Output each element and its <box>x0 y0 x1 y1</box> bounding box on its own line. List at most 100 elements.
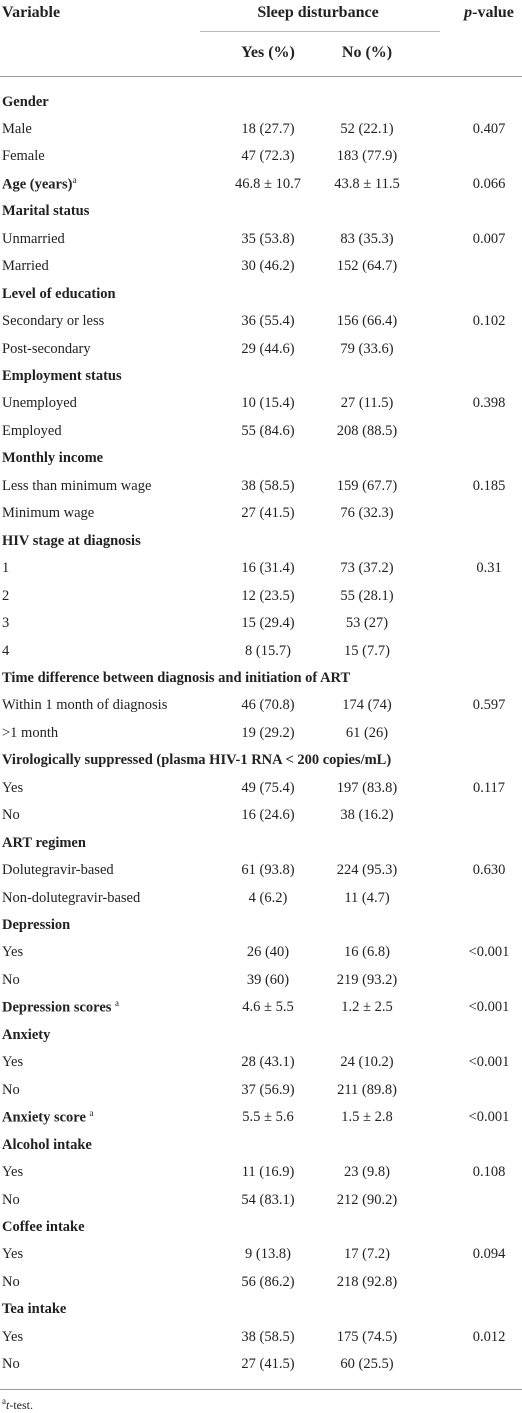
row-label-text: Depression scores <box>2 1000 116 1017</box>
row-label-text: Married <box>2 257 49 274</box>
row-label-text: Marital status <box>2 203 90 220</box>
row-label-text: 3 <box>2 614 10 631</box>
cell-no: 79 (33.6) <box>340 340 394 357</box>
row-label-text: Depression <box>2 916 71 933</box>
row-label: Depression scores a <box>2 998 120 1017</box>
cell-p: 0.066 <box>472 175 506 192</box>
cell-p: <0.001 <box>468 999 510 1016</box>
cell-no: 61 (26) <box>345 724 389 741</box>
row-label-sup: a <box>72 174 77 185</box>
row-label-text: No <box>2 971 20 988</box>
row-label: Marital status <box>2 204 89 219</box>
row-label: No <box>2 1273 20 1290</box>
cell-no: 73 (37.2) <box>340 559 394 576</box>
row-label-text: No <box>2 806 20 823</box>
row-label: Tea intake <box>2 1302 66 1317</box>
cell-p: 0.117 <box>472 779 506 796</box>
row-label: Time difference between diagnosis and in… <box>2 670 350 686</box>
row-label: Yes <box>2 1165 23 1180</box>
cell-p: 0.31 <box>476 559 502 576</box>
cell-no: 55 (28.1) <box>340 587 394 604</box>
row-label-text: Anxiety <box>2 1026 51 1043</box>
cell-yes: 38 (58.5) <box>241 477 295 494</box>
cell-no: 76 (32.3) <box>340 505 394 521</box>
cell-no: 212 (90.2) <box>336 1191 398 1208</box>
row-label: Yes <box>2 1247 23 1262</box>
cell-no: 208 (88.5) <box>336 422 398 439</box>
row-label-text: No <box>2 1191 20 1208</box>
cell-yes: 16 (24.6) <box>241 806 295 823</box>
cell-yes: 28 (43.1) <box>241 1054 295 1070</box>
cell-p: 0.094 <box>472 1246 506 1263</box>
cell-no: 52 (22.1) <box>340 120 394 137</box>
row-label: No <box>2 1192 20 1207</box>
header-rule <box>0 76 522 77</box>
cell-no: 15 (7.7) <box>344 642 390 659</box>
cell-yes: 37 (56.9) <box>241 1081 295 1098</box>
cell-no: 1.2 ± 2.5 <box>341 999 393 1016</box>
cell-yes: 5.5 ± 5.6 <box>242 1108 294 1125</box>
cell-no: 43.8 ± 11.5 <box>334 175 400 192</box>
row-label: 4 <box>2 643 9 658</box>
row-label-sup: a <box>115 998 120 1009</box>
row-label-text: Within 1 month of diagnosis <box>2 697 168 714</box>
cell-no: 224 (95.3) <box>336 861 398 878</box>
row-label: Alcohol intake <box>2 1137 92 1152</box>
cell-yes: 27 (41.5) <box>241 1355 295 1372</box>
cell-no: 175 (74.5) <box>336 1328 398 1345</box>
footnote: at-test. <box>2 1397 33 1412</box>
row-label-text: Monthly income <box>2 450 104 467</box>
row-label-text: Employment status <box>2 367 122 384</box>
row-label-text: Male <box>2 120 32 137</box>
row-label-text: Gender <box>2 93 49 110</box>
cell-p: 0.102 <box>472 312 506 329</box>
cell-p: <0.001 <box>468 944 510 961</box>
row-label-text: Alcohol intake <box>2 1136 92 1153</box>
row-label: Male <box>2 120 32 137</box>
row-label: Unemployed <box>2 396 77 411</box>
cell-yes: 11 (16.9) <box>241 1163 295 1180</box>
cell-yes: 30 (46.2) <box>241 257 295 274</box>
row-label: 2 <box>2 588 9 603</box>
row-label-text: ART regimen <box>2 834 86 851</box>
cell-yes: 19 (29.2) <box>241 724 295 741</box>
row-label-text: Tea intake <box>2 1301 67 1318</box>
cell-no: 174 (74) <box>342 697 392 714</box>
row-label-text: Unmarried <box>2 230 65 247</box>
row-label-text: 1 <box>2 559 10 576</box>
row-label: Yes <box>2 1055 23 1070</box>
row-label: Secondary or less <box>2 314 104 329</box>
cell-yes: 15 (29.4) <box>241 614 295 631</box>
row-label: >1 month <box>2 724 59 741</box>
cell-yes: 56 (86.2) <box>241 1273 295 1290</box>
cell-no: 60 (25.5) <box>340 1355 394 1372</box>
cell-no: 156 (66.4) <box>336 312 398 329</box>
row-label: Depression <box>2 918 70 933</box>
row-label: Post-secondary <box>2 341 91 356</box>
row-label-text: Anxiety score <box>2 1109 90 1126</box>
cell-no: 83 (35.3) <box>340 230 394 247</box>
row-label-text: Level of education <box>2 285 116 302</box>
row-label: Monthly income <box>2 451 103 466</box>
cell-yes: 16 (31.4) <box>241 559 295 576</box>
cell-p: 0.007 <box>472 230 506 247</box>
row-label: Coffee intake <box>2 1219 85 1235</box>
row-label: 1 <box>2 561 9 576</box>
row-label-text: Secondary or less <box>2 312 105 329</box>
cell-no: 16 (6.8) <box>344 944 390 961</box>
row-label: Virologically suppressed (plasma HIV-1 R… <box>2 753 391 768</box>
row-label: Yes <box>2 779 24 796</box>
row-label-text: Yes <box>2 779 24 796</box>
cell-yes: 61 (93.8) <box>241 861 295 878</box>
row-label-text: HIV stage at diagnosis <box>2 532 141 549</box>
row-label-text: >1 month <box>2 724 59 741</box>
cell-p: 0.185 <box>472 477 506 494</box>
cell-no: 17 (7.2) <box>344 1246 390 1263</box>
row-label-text: No <box>2 1273 20 1290</box>
row-label-text: Minimum wage <box>2 505 95 521</box>
row-label-text: Yes <box>2 1328 24 1345</box>
header-variable: Variable <box>2 4 61 21</box>
row-label: Age (years)a <box>2 174 77 192</box>
row-label: No <box>2 808 20 823</box>
